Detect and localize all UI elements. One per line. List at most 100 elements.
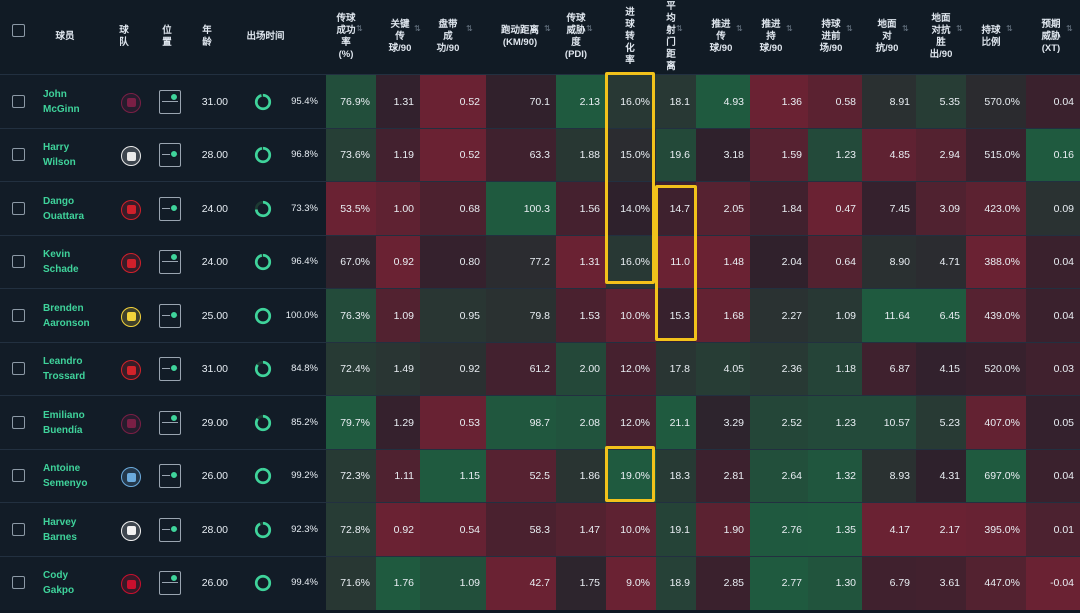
select-all-checkbox[interactable] xyxy=(12,24,25,37)
stat-cell-prog_carry: 2.27 xyxy=(750,289,808,343)
player-name[interactable]: Leandro Trossard xyxy=(43,356,86,383)
stat-cell-carry_ft: 1.23 xyxy=(808,128,862,182)
table-row[interactable]: Antoine Semenyo 26.00 99.2% 72.3% 1.11 1.15… xyxy=(0,448,1080,503)
header-shot_dist[interactable]: 平 均 射 门 距 离 xyxy=(666,1,676,72)
stat-cell-pdi: 2.13 xyxy=(556,75,606,129)
header-xt[interactable]: 预期 威胁 (XT) xyxy=(1041,19,1061,54)
sort-icon[interactable]: ⇅ xyxy=(676,24,683,33)
stat-cell-key_passes: 1.00 xyxy=(376,182,420,236)
row-checkbox[interactable] xyxy=(12,469,25,483)
sort-icon[interactable]: ⇅ xyxy=(786,24,793,33)
row-checkbox[interactable] xyxy=(12,148,25,162)
stat-cell-shot_dist: 18.9 xyxy=(656,556,696,610)
row-checkbox[interactable] xyxy=(12,576,25,590)
sort-icon[interactable]: ⇅ xyxy=(586,24,593,33)
header-conversion[interactable]: 进 球 转 化 率 xyxy=(625,7,635,66)
row-checkbox[interactable] xyxy=(12,94,25,108)
header-pass_pct[interactable]: 传球 成功 率 (%) xyxy=(336,13,356,60)
stat-cell-dribbles: 1.15 xyxy=(420,449,486,503)
header-pdi[interactable]: 传球 威胁 度 (PDI) xyxy=(564,13,588,60)
age-value: 24.00 xyxy=(201,256,228,269)
header-position[interactable]: 位 置 xyxy=(162,25,172,48)
player-name[interactable]: Harry Wilson xyxy=(43,142,76,169)
table-row[interactable]: Cody Gakpo 26.00 99.4% 71.6% 1.76 1.09 42.7 1… xyxy=(0,555,1080,610)
header-distance[interactable]: 跑动距离 (KM/90) xyxy=(500,25,539,48)
row-checkbox[interactable] xyxy=(12,522,25,536)
stat-cell-key_passes: 1.76 xyxy=(376,556,420,610)
table-row[interactable]: John McGinn 31.00 95.4% 76.9% 1.31 0.52 70.1… xyxy=(0,74,1080,129)
sort-icon[interactable]: ⇅ xyxy=(1006,24,1013,33)
row-checkbox[interactable] xyxy=(12,201,25,215)
age-value: 24.00 xyxy=(201,202,228,215)
table-row[interactable]: Harry Wilson 28.00 96.8% 73.6% 1.19 0.52 63.… xyxy=(0,127,1080,182)
position-pitch-icon xyxy=(159,410,181,435)
header-possession[interactable]: 持球 比例 xyxy=(981,25,1001,48)
row-checkbox[interactable] xyxy=(12,308,25,322)
header-minutes[interactable]: 出场时间 xyxy=(246,31,285,42)
header-ground_duels[interactable]: 地面 对 抗/90 xyxy=(875,19,899,54)
stat-cell-distance: 98.7 xyxy=(486,396,556,450)
header-prog_carry[interactable]: 推进 持 球/90 xyxy=(759,19,783,54)
stat-cell-key_passes: 0.92 xyxy=(376,235,420,289)
club-badge-icon xyxy=(121,146,141,167)
stat-cell-ground_won: 2.17 xyxy=(916,503,966,557)
sort-icon[interactable]: ⇅ xyxy=(414,24,421,33)
club-badge-icon xyxy=(121,92,141,113)
sort-icon[interactable]: ⇅ xyxy=(356,24,363,33)
header-ground_won[interactable]: 地面 对抗 胜 出/90 xyxy=(929,13,953,60)
sort-icon[interactable]: ⇅ xyxy=(466,24,473,33)
minutes-ring-icon xyxy=(254,468,272,485)
player-name[interactable]: Cody Gakpo xyxy=(43,570,75,597)
table-row[interactable]: Dango Ouattara 24.00 73.3% 53.5% 1.00 0.68 1… xyxy=(0,181,1080,236)
club-badge-icon xyxy=(121,360,141,381)
minutes-percent: 73.3% xyxy=(291,202,318,214)
position-dot xyxy=(170,92,178,101)
header-player[interactable]: 球员 xyxy=(55,31,75,42)
minutes-percent: 95.4% xyxy=(291,95,318,107)
sort-icon[interactable]: ⇅ xyxy=(846,24,853,33)
table-row[interactable]: Leandro Trossard 31.00 84.8% 72.4% 1.49 0.9… xyxy=(0,341,1080,396)
sort-icon[interactable]: ⇅ xyxy=(902,24,909,33)
stat-cell-possession: 395.0% xyxy=(966,503,1026,557)
table-row[interactable]: Emiliano Buendía 29.00 85.2% 79.7% 1.29 0.5… xyxy=(0,395,1080,450)
table-row[interactable]: Harvey Barnes 28.00 92.3% 72.8% 0.92 0.54 58… xyxy=(0,502,1080,557)
header-carry_ft[interactable]: 持球 进前 场/90 xyxy=(819,19,843,54)
table-row[interactable]: Brenden Aaronson 25.00 100.0% 76.3% 1.09 0.… xyxy=(0,288,1080,343)
stat-cell-pdi: 1.53 xyxy=(556,289,606,343)
stat-cell-xt: 0.04 xyxy=(1026,235,1080,289)
sort-icon[interactable]: ⇅ xyxy=(956,24,963,33)
table-row[interactable]: Kevin Schade 24.00 96.4% 67.0% 0.92 0.80 77.… xyxy=(0,234,1080,289)
position-dot xyxy=(170,310,178,319)
stat-cell-ground_won: 4.15 xyxy=(916,342,966,396)
row-left-bg xyxy=(0,128,326,182)
header-club[interactable]: 球 队 xyxy=(119,25,129,48)
position-dot xyxy=(170,524,178,533)
player-name[interactable]: Brenden Aaronson xyxy=(43,302,90,329)
header-key_passes[interactable]: 关键 传 球/90 xyxy=(388,19,412,54)
player-name[interactable]: Emiliano Buendía xyxy=(43,409,85,436)
minutes-ring-icon xyxy=(254,361,272,378)
position-pitch-icon xyxy=(159,303,181,328)
stat-cell-carry_ft: 1.30 xyxy=(808,556,862,610)
stat-cell-ground_duels: 4.17 xyxy=(862,503,916,557)
header-prog_pass[interactable]: 推进 传 球/90 xyxy=(709,19,733,54)
player-name[interactable]: John McGinn xyxy=(43,88,80,115)
row-checkbox[interactable] xyxy=(12,362,25,376)
sort-icon[interactable]: ⇅ xyxy=(544,24,551,33)
player-name[interactable]: Harvey Barnes xyxy=(43,516,77,543)
player-name[interactable]: Antoine Semenyo xyxy=(43,463,88,490)
stat-cell-pdi: 1.88 xyxy=(556,128,606,182)
player-name[interactable]: Kevin Schade xyxy=(43,249,79,276)
row-checkbox[interactable] xyxy=(12,255,25,269)
row-left-bg xyxy=(0,235,326,289)
stat-cell-key_passes: 1.31 xyxy=(376,75,420,129)
stat-cell-pass_pct: 79.7% xyxy=(326,396,376,450)
header-age[interactable]: 年 龄 xyxy=(202,25,212,48)
position-pitch-icon xyxy=(159,357,181,382)
header-dribbles[interactable]: 盘带 成 功/90 xyxy=(436,19,460,54)
row-checkbox[interactable] xyxy=(12,415,25,429)
stat-cell-possession: 407.0% xyxy=(966,396,1026,450)
sort-icon[interactable]: ⇅ xyxy=(736,24,743,33)
sort-icon[interactable]: ⇅ xyxy=(1066,24,1073,33)
player-name[interactable]: Dango Ouattara xyxy=(43,195,85,222)
